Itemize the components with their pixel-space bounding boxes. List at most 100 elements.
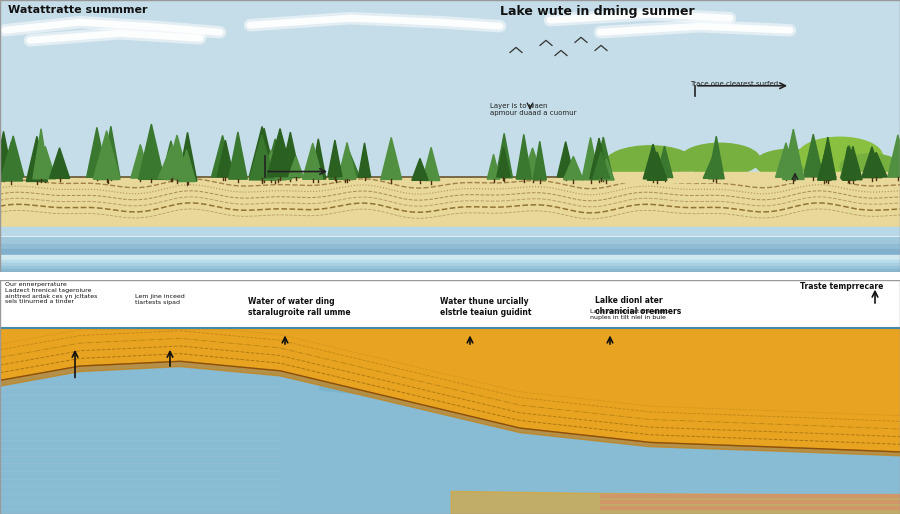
Bar [840, 172, 900, 181]
Bar [797, 172, 883, 181]
Polygon shape [422, 148, 440, 180]
Ellipse shape [550, 337, 850, 395]
Polygon shape [557, 142, 574, 177]
Bar [0, 227, 900, 235]
Polygon shape [262, 150, 280, 179]
Polygon shape [656, 146, 673, 177]
Bar [0, 177, 900, 227]
Polygon shape [86, 127, 107, 177]
Polygon shape [165, 135, 189, 179]
Polygon shape [776, 143, 796, 177]
Polygon shape [328, 140, 342, 177]
Polygon shape [862, 147, 882, 178]
Polygon shape [533, 141, 546, 180]
Polygon shape [35, 146, 56, 179]
Polygon shape [820, 137, 836, 179]
Polygon shape [335, 158, 355, 179]
Bar [0, 280, 900, 328]
Text: Our ennerperrature
Ladzect hrenical tageroiure
ainttred ardak ces yn jcltates
se: Our ennerperrature Ladzect hrenical tage… [5, 282, 97, 304]
Polygon shape [310, 139, 326, 179]
Bar [0, 260, 900, 263]
Text: Watattratte summmer: Watattratte summmer [8, 5, 148, 15]
Polygon shape [522, 148, 543, 179]
Polygon shape [302, 143, 323, 179]
Polygon shape [338, 151, 360, 177]
Polygon shape [582, 137, 599, 180]
Text: Lalke dionl ater
chranicial orenmers: Lalke dionl ater chranicial orenmers [595, 297, 681, 316]
Polygon shape [289, 156, 303, 177]
Polygon shape [249, 126, 274, 177]
Ellipse shape [797, 137, 883, 176]
Polygon shape [177, 150, 195, 181]
Polygon shape [267, 128, 293, 177]
Polygon shape [281, 132, 301, 178]
Ellipse shape [680, 143, 760, 176]
Polygon shape [841, 145, 858, 178]
Polygon shape [817, 154, 832, 180]
Polygon shape [328, 159, 344, 179]
Polygon shape [783, 129, 804, 179]
Polygon shape [161, 141, 180, 178]
Text: Layer is to waen
apmour duaad a cuomur: Layer is to waen apmour duaad a cuomur [490, 103, 577, 116]
Polygon shape [708, 136, 725, 179]
Polygon shape [249, 135, 274, 178]
Polygon shape [320, 328, 900, 409]
Polygon shape [842, 146, 854, 179]
Polygon shape [496, 133, 512, 178]
Bar [0, 249, 900, 254]
Polygon shape [249, 151, 275, 180]
Bar [0, 255, 900, 259]
Bar [0, 244, 900, 249]
Polygon shape [563, 156, 583, 180]
Polygon shape [265, 139, 286, 180]
Polygon shape [50, 148, 69, 178]
Polygon shape [842, 147, 856, 180]
Polygon shape [590, 138, 608, 179]
Polygon shape [139, 124, 164, 179]
Polygon shape [843, 146, 862, 180]
Polygon shape [0, 132, 13, 177]
Ellipse shape [755, 150, 825, 177]
Polygon shape [497, 147, 510, 177]
Polygon shape [823, 151, 835, 177]
Polygon shape [412, 158, 428, 180]
Polygon shape [130, 144, 150, 178]
Text: Lake wute in dming sunmer: Lake wute in dming sunmer [500, 5, 695, 18]
Polygon shape [3, 136, 24, 177]
Polygon shape [33, 129, 50, 179]
Polygon shape [819, 148, 832, 179]
Bar [0, 263, 900, 266]
Text: Trace one clearest surfed: Trace one clearest surfed [690, 81, 778, 87]
Bar [0, 237, 900, 243]
Polygon shape [98, 153, 119, 179]
Polygon shape [94, 131, 120, 179]
Polygon shape [266, 149, 292, 179]
Text: Lake net tencat the uant
nuples in tilt nlel in buie: Lake net tencat the uant nuples in tilt … [590, 309, 668, 320]
Polygon shape [178, 133, 197, 181]
Bar [755, 172, 825, 181]
Polygon shape [26, 136, 48, 181]
Text: Water of water ding
staralugroite rall umme: Water of water ding staralugroite rall u… [248, 297, 351, 317]
Polygon shape [593, 152, 609, 178]
Polygon shape [212, 135, 234, 177]
Polygon shape [703, 155, 724, 178]
Polygon shape [865, 152, 887, 177]
Polygon shape [229, 132, 248, 179]
Polygon shape [819, 148, 836, 177]
Ellipse shape [605, 146, 695, 181]
Text: Traste temprrecare: Traste temprrecare [800, 282, 884, 291]
Bar [680, 172, 760, 181]
Bar [0, 0, 900, 177]
Text: Water thune urcially
elstrle teaiun guidint: Water thune urcially elstrle teaiun guid… [440, 297, 532, 317]
Polygon shape [887, 135, 900, 177]
Polygon shape [217, 140, 234, 177]
Polygon shape [516, 135, 532, 179]
Bar [0, 266, 900, 269]
Polygon shape [647, 152, 667, 180]
Polygon shape [381, 137, 401, 179]
Polygon shape [0, 142, 22, 181]
Bar [605, 172, 695, 181]
Polygon shape [358, 143, 371, 177]
Polygon shape [804, 134, 824, 177]
Polygon shape [487, 154, 500, 179]
